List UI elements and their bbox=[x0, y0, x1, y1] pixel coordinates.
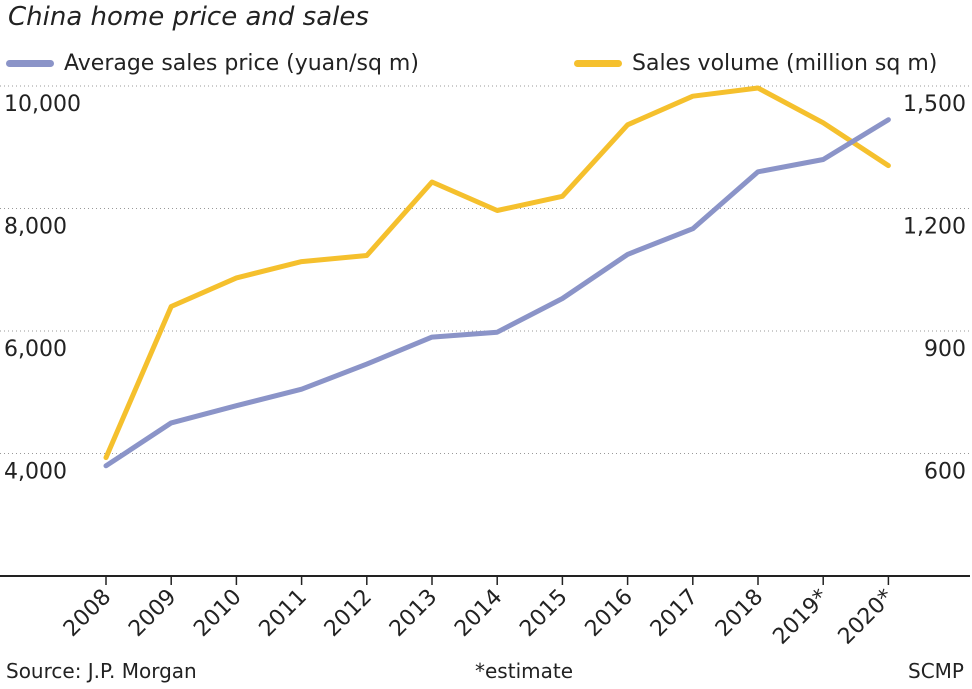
x-tick-label: 2015 bbox=[515, 585, 572, 642]
series-line-price bbox=[103, 117, 891, 469]
credit: SCMP bbox=[908, 659, 964, 683]
series-line-volume bbox=[103, 85, 891, 461]
x-tick-label: 2008 bbox=[59, 585, 116, 642]
x-tick-label: 2019* bbox=[768, 585, 833, 650]
y-right-tick-label: 900 bbox=[924, 337, 966, 362]
x-tick-label: 2009 bbox=[124, 585, 181, 642]
x-tick-label: 2014 bbox=[450, 585, 507, 642]
y-left-tick-label: 8,000 bbox=[4, 215, 67, 240]
legend-swatch-volume bbox=[574, 59, 622, 67]
chart-title: China home price and sales bbox=[8, 2, 369, 32]
x-tick-label: 2018 bbox=[711, 585, 768, 642]
legend-label-volume: Sales volume (million sq m) bbox=[632, 50, 938, 76]
legend-item-volume: Sales volume (million sq m) bbox=[574, 46, 937, 80]
x-tick-label: 2020* bbox=[834, 585, 899, 650]
y-right-tick-label: 1,200 bbox=[903, 215, 966, 240]
x-tick-label: 2010 bbox=[189, 585, 246, 642]
source-note: Source: J.P. Morgan bbox=[6, 659, 197, 683]
x-tick-label: 2016 bbox=[581, 585, 638, 642]
legend-swatch-price bbox=[6, 59, 54, 67]
series-lines bbox=[103, 85, 891, 469]
y-left-tick-label: 6,000 bbox=[4, 337, 67, 362]
y-left-tick-label: 10,000 bbox=[4, 92, 81, 117]
y-right-tick-label: 600 bbox=[924, 460, 966, 485]
legend-label-price: Average sales price (yuan/sq m) bbox=[64, 50, 419, 76]
y-axis-right: 1,500 1,200 900 600 bbox=[903, 92, 966, 485]
x-tick-label: 2011 bbox=[255, 585, 312, 642]
x-axis: 2008 2009 2010 2011 2012 2013 2014 2015 2016 2017… bbox=[0, 575, 970, 650]
gridlines bbox=[0, 85, 970, 454]
estimate-note: *estimate bbox=[475, 659, 574, 683]
y-right-tick-label: 1,500 bbox=[903, 92, 966, 117]
x-tick-label: 2013 bbox=[385, 585, 442, 642]
y-left-tick-label: 4,000 bbox=[4, 460, 67, 485]
y-axis-left: 10,000 8,000 6,000 4,000 bbox=[4, 92, 81, 485]
legend-item-price: Average sales price (yuan/sq m) bbox=[6, 46, 419, 80]
x-tick-label: 2012 bbox=[320, 585, 377, 642]
x-tick-label: 2017 bbox=[646, 585, 703, 642]
